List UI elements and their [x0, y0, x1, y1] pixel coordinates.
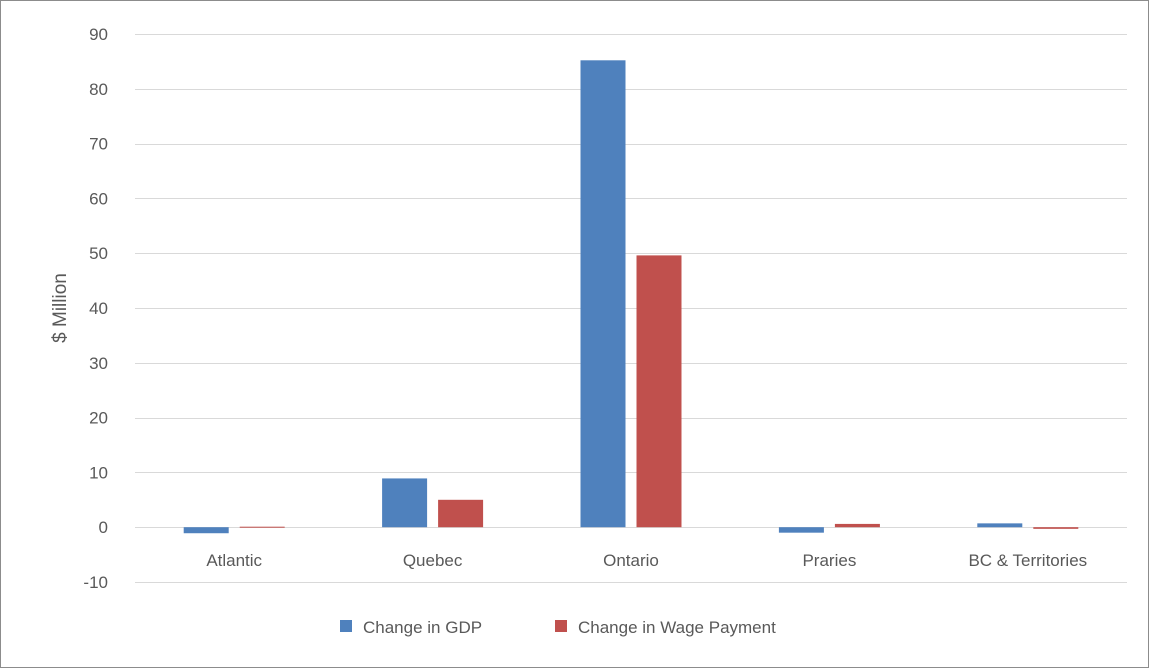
y-tick-label: 10 [89, 463, 108, 482]
bar-gdp-4 [977, 523, 1023, 528]
x-tick-label: Atlantic [206, 551, 262, 570]
bar-wage-2 [636, 255, 682, 528]
legend-swatch [555, 620, 567, 632]
bar-wage-0 [239, 526, 285, 528]
bar-gdp-1 [382, 478, 428, 528]
y-tick-label: 30 [89, 354, 108, 373]
bar-gdp-2 [580, 60, 626, 528]
x-tick-label: BC & Territories [968, 551, 1087, 570]
y-tick-label: 40 [89, 299, 108, 318]
y-axis-ticks: -10 0 10 20 30 40 50 60 70 80 90 [83, 25, 108, 592]
bar-wage-4 [1033, 527, 1079, 529]
bar-gdp-3 [778, 527, 824, 533]
y-axis-label: $ Million [50, 273, 71, 343]
y-tick-label: 60 [89, 189, 108, 208]
y-tick-label: 20 [89, 409, 108, 428]
legend: Change in GDP Change in Wage Payment [340, 618, 776, 637]
y-tick-label: -10 [83, 573, 108, 592]
x-tick-label: Quebec [403, 551, 463, 570]
y-tick-label: 80 [89, 80, 108, 99]
y-tick-label: 50 [89, 244, 108, 263]
y-tick-label: 90 [89, 25, 108, 44]
y-tick-label: 0 [99, 518, 108, 537]
x-axis-ticks: Atlantic Quebec Ontario Praries BC & Territo… [206, 551, 1087, 570]
bar-wage-3 [834, 523, 880, 528]
x-tick-label: Ontario [603, 551, 659, 570]
bar-wage-1 [438, 499, 484, 528]
y-tick-label: 70 [89, 135, 108, 154]
legend-label: Change in Wage Payment [578, 618, 776, 637]
bars [183, 60, 1079, 534]
bar-gdp-0 [183, 527, 229, 534]
x-tick-label: Praries [802, 551, 856, 570]
legend-swatch [340, 620, 352, 632]
legend-label: Change in GDP [363, 618, 482, 637]
gridlines [135, 34, 1127, 583]
